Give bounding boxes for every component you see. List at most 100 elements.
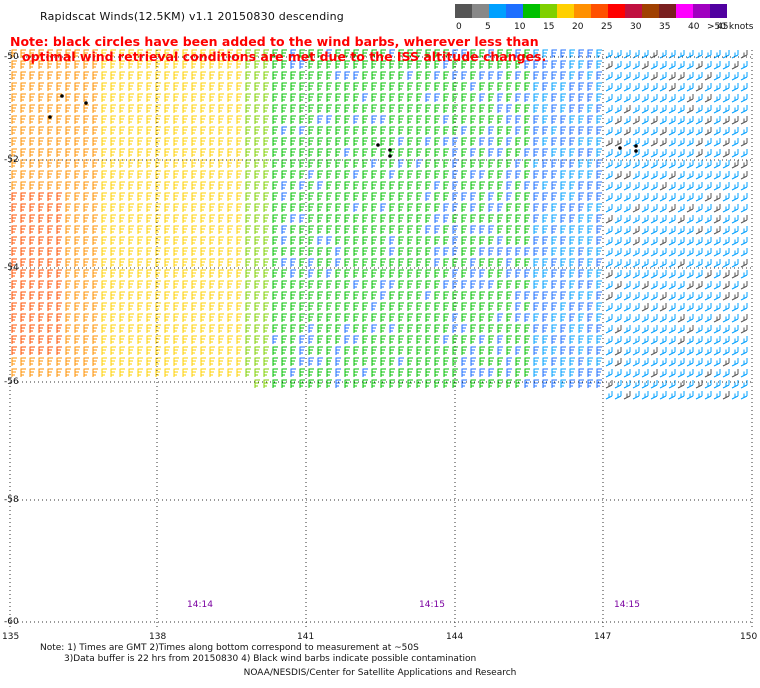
wind-barb bbox=[632, 292, 640, 301]
wind-barb bbox=[614, 259, 622, 268]
wind-barb bbox=[245, 181, 251, 190]
wind-barb bbox=[137, 181, 143, 190]
wind-barb bbox=[110, 93, 116, 102]
wind-barb bbox=[353, 137, 359, 146]
wind-barb bbox=[191, 203, 197, 212]
wind-barb bbox=[578, 357, 584, 366]
wind-barb bbox=[524, 203, 530, 212]
wind-barb bbox=[101, 280, 107, 289]
wind-barb bbox=[407, 291, 413, 300]
wind-barb bbox=[227, 214, 233, 223]
wind-barb bbox=[497, 214, 503, 223]
wind-barb bbox=[56, 49, 62, 58]
wind-barb bbox=[380, 71, 386, 80]
wind-barb bbox=[362, 214, 368, 223]
wind-barb bbox=[83, 236, 89, 245]
wind-barb bbox=[92, 49, 98, 58]
wind-barb bbox=[164, 313, 170, 322]
wind-barb bbox=[263, 104, 269, 113]
wind-barb bbox=[587, 159, 593, 168]
wind-barb bbox=[596, 313, 602, 322]
wind-barb bbox=[164, 170, 170, 179]
wind-barb bbox=[560, 148, 566, 157]
quality-flag-circles-layer bbox=[48, 94, 638, 158]
wind-barb bbox=[101, 49, 107, 58]
wind-barb bbox=[578, 192, 584, 201]
wind-barb bbox=[497, 115, 503, 124]
wind-barb bbox=[416, 170, 422, 179]
wind-barb bbox=[272, 258, 278, 267]
wind-barb bbox=[263, 115, 269, 124]
wind-barb bbox=[362, 148, 368, 157]
wind-barb bbox=[11, 192, 17, 201]
wind-barb bbox=[227, 236, 233, 245]
wind-barb bbox=[416, 258, 422, 267]
wind-barb bbox=[101, 214, 107, 223]
wind-barb bbox=[29, 236, 35, 245]
wind-barb bbox=[227, 368, 233, 377]
wind-barb bbox=[371, 71, 377, 80]
time-label-2: 14:15 bbox=[419, 600, 445, 610]
wind-barb bbox=[344, 258, 350, 267]
wind-barb bbox=[317, 324, 323, 333]
wind-barb bbox=[686, 215, 694, 224]
wind-barb bbox=[560, 324, 566, 333]
wind-barb bbox=[299, 346, 305, 355]
wind-barb bbox=[686, 204, 694, 213]
wind-barb bbox=[371, 357, 377, 366]
wind-barb bbox=[146, 181, 152, 190]
wind-barb bbox=[182, 104, 188, 113]
wind-barb bbox=[668, 160, 676, 169]
wind-barb bbox=[65, 115, 71, 124]
wind-barb bbox=[317, 280, 323, 289]
wind-barb bbox=[317, 159, 323, 168]
wind-barb bbox=[722, 226, 730, 235]
wind-barb bbox=[407, 126, 413, 135]
wind-barb bbox=[713, 358, 721, 367]
wind-barb bbox=[650, 391, 658, 400]
wind-barb bbox=[101, 71, 107, 80]
wind-barb bbox=[704, 138, 712, 147]
wind-barb bbox=[668, 325, 676, 334]
wind-barb bbox=[659, 336, 667, 345]
wind-barb bbox=[326, 324, 332, 333]
wind-barb bbox=[650, 226, 658, 235]
wind-barb bbox=[722, 204, 730, 213]
wind-barb bbox=[659, 314, 667, 323]
wind-barb bbox=[659, 116, 667, 125]
wind-barb bbox=[731, 292, 739, 301]
wind-barb bbox=[668, 94, 676, 103]
wind-barb bbox=[479, 137, 485, 146]
wind-barb bbox=[308, 269, 314, 278]
wind-barb bbox=[326, 82, 332, 91]
wind-barb bbox=[245, 291, 251, 300]
wind-barb bbox=[542, 60, 548, 69]
wind-barb bbox=[506, 71, 512, 80]
wind-barb bbox=[200, 71, 206, 80]
wind-barb bbox=[515, 137, 521, 146]
wind-barb bbox=[686, 193, 694, 202]
wind-barb bbox=[569, 247, 575, 256]
wind-barb bbox=[668, 72, 676, 81]
wind-barb bbox=[56, 192, 62, 201]
wind-barb bbox=[578, 368, 584, 377]
wind-barb bbox=[416, 324, 422, 333]
wind-barb bbox=[596, 247, 602, 256]
wind-barb bbox=[731, 259, 739, 268]
wind-barb bbox=[524, 269, 530, 278]
wind-barb bbox=[227, 335, 233, 344]
wind-barb bbox=[56, 170, 62, 179]
wind-barb bbox=[470, 236, 476, 245]
wind-barb bbox=[227, 269, 233, 278]
wind-barb bbox=[83, 258, 89, 267]
wind-barb bbox=[218, 126, 224, 135]
wind-barb bbox=[20, 225, 26, 234]
wind-barb bbox=[191, 115, 197, 124]
footnote-line-1: Note: 1) Times are GMT 2)Times along bot… bbox=[40, 643, 419, 653]
wind-barb bbox=[83, 60, 89, 69]
lon-label-147: 147 bbox=[594, 632, 612, 642]
wind-barb bbox=[542, 170, 548, 179]
wind-barb bbox=[326, 269, 332, 278]
wind-barb bbox=[65, 346, 71, 355]
wind-barb bbox=[209, 82, 215, 91]
